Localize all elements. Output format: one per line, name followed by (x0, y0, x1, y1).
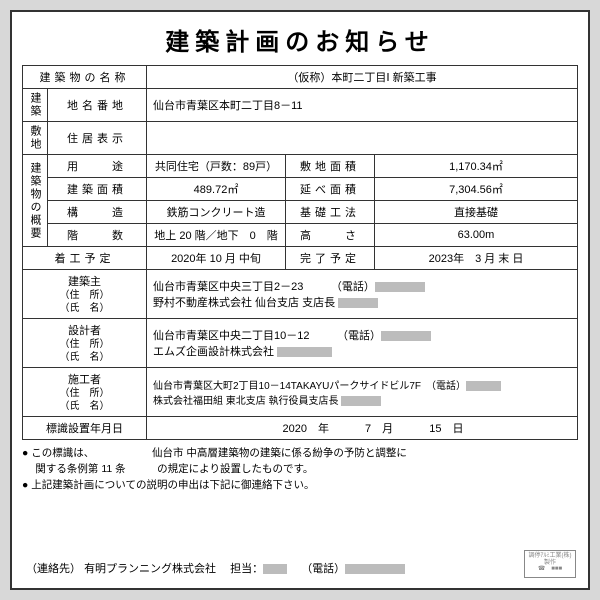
designer-v: 仙台市青葉区中央二丁目10－12 （電話） エムズ企画設計株式会社 (147, 319, 578, 368)
barea-v: 489.72㎡ (147, 178, 286, 201)
redact (341, 396, 381, 406)
found-l: 基礎工法 (286, 201, 375, 224)
contact: （連絡先） 有明プランニング株式会社 担当： （電話） (26, 560, 405, 576)
owner-l: 建築主 （住 所）（氏 名） (23, 270, 147, 319)
owner-v: 仙台市青葉区中央三丁目2－23 （電話） 野村不動産株式会社 仙台支店 支店長 (147, 270, 578, 319)
found-v: 直接基礎 (375, 201, 578, 224)
builder-l: 施工者 （住 所）（氏 名） (23, 368, 147, 417)
builder-v: 仙台市青葉区大町2丁目10－14TAKAYUパークサイドビル7F （電話） 株式… (147, 368, 578, 417)
redact (345, 564, 405, 574)
designer-label-text: 設計者 (68, 325, 101, 337)
floors-v: 地上 20 階／地下 0 階 (147, 224, 286, 247)
redact (375, 282, 425, 292)
main-table: 建築物の名称 （仮称）本町二丁目Ⅰ 新築工事 建築 地名番地 仙台市青葉区本町二… (22, 65, 578, 440)
struct-v: 鉄筋コンクリート造 (147, 201, 286, 224)
redact (263, 564, 287, 574)
redact (466, 381, 501, 391)
signdate-l: 標識設置年月日 (23, 417, 147, 440)
title: 建築計画のお知らせ (22, 22, 578, 57)
height-v: 63.00m (375, 224, 578, 247)
end-v: 2023年 3 月 末 日 (375, 247, 578, 270)
barea-l: 建築面積 (48, 178, 147, 201)
shikichi-side: 敷地 (23, 122, 48, 155)
jukyo-label: 住居表示 (48, 122, 147, 155)
total-v: 7,304.56㎡ (375, 178, 578, 201)
struct-l: 構 造 (48, 201, 147, 224)
end-l: 完了予定 (286, 247, 375, 270)
site-l: 敷地面積 (286, 155, 375, 178)
use-v: 共同住宅（戸数：89戸） (147, 155, 286, 178)
start-v: 2020年 10 月 中旬 (147, 247, 286, 270)
use-l: 用 途 (48, 155, 147, 178)
builder-label-text: 施工者 (68, 374, 101, 386)
redact (381, 331, 431, 341)
notes: ● この標識は、 仙台市 中高層建築物の建築に係る紛争の予防と調整に 関する条例… (22, 446, 578, 493)
jukyo-value (147, 122, 578, 155)
notice-board: 建築計画のお知らせ 建築物の名称 （仮称）本町二丁目Ⅰ 新築工事 建築 地名番地… (10, 10, 590, 590)
designer-l: 設計者 （住 所）（氏 名） (23, 319, 147, 368)
site-v: 1,170.34㎡ (375, 155, 578, 178)
redact (277, 347, 332, 357)
note-line-3: ● 上記建築計画についての説明の申出は下記に御連絡下さい。 (22, 478, 578, 494)
height-l: 高 さ (286, 224, 375, 247)
chimei-value: 仙台市青葉区本町二丁目8－11 (147, 89, 578, 122)
total-l: 延べ面積 (286, 178, 375, 201)
owner-label-text: 建築主 (68, 276, 101, 288)
name-label: 建築物の名称 (23, 66, 147, 89)
kenchiku-side: 建築 (23, 89, 48, 122)
floors-l: 階 数 (48, 224, 147, 247)
signdate-v: 2020 年 7 月 15 日 (147, 417, 578, 440)
name-value: （仮称）本町二丁目Ⅰ 新築工事 (147, 66, 578, 89)
overview-side: 建築物の概要 (23, 155, 48, 247)
chimei-label: 地名番地 (48, 89, 147, 122)
note-line-1: ● この標識は、 仙台市 中高層建築物の建築に係る紛争の予防と調整に (22, 446, 578, 462)
stamp: 調停ｱﾙﾐ工業(株)製作☎ ■■■ (524, 550, 576, 578)
redact (338, 298, 378, 308)
start-l: 着工予定 (23, 247, 147, 270)
note-line-2: 関する条例第 11 条 の規定により設置したものです。 (22, 462, 578, 478)
